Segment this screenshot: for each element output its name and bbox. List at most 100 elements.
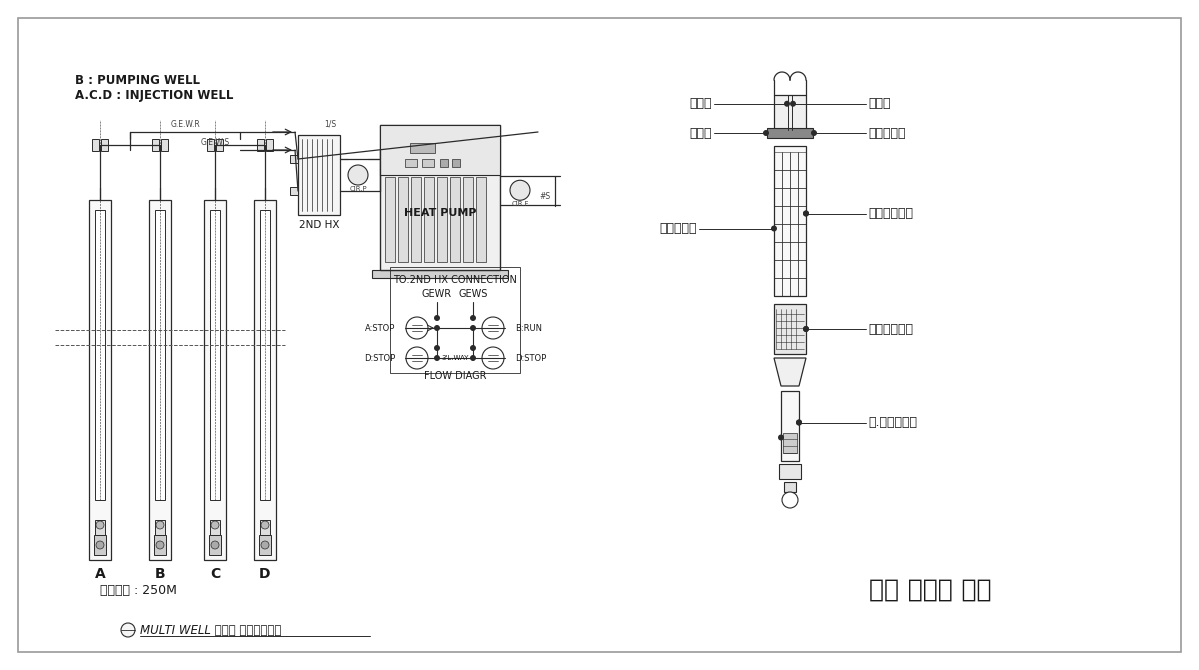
Text: 수중펌프모터: 수중펌프모터 <box>868 322 912 336</box>
Bar <box>152 139 159 151</box>
Bar <box>89 200 112 560</box>
Bar <box>799 260 806 278</box>
Bar <box>775 146 806 296</box>
Bar <box>775 278 782 296</box>
Circle shape <box>434 345 440 351</box>
Circle shape <box>434 315 440 321</box>
Text: 출수관: 출수관 <box>868 97 891 111</box>
Bar <box>260 210 270 500</box>
Bar <box>436 177 447 262</box>
Text: B:RUN: B:RUN <box>516 324 542 332</box>
Text: D:STOP: D:STOP <box>363 354 394 362</box>
Text: GEWR: GEWR <box>422 289 452 299</box>
Bar <box>775 260 782 278</box>
Bar <box>782 278 790 296</box>
Bar <box>260 520 270 535</box>
Polygon shape <box>775 358 806 386</box>
Circle shape <box>510 180 530 200</box>
Bar <box>204 200 225 560</box>
Bar <box>92 139 100 151</box>
Circle shape <box>121 623 135 637</box>
Text: 2ND HX: 2ND HX <box>299 220 339 230</box>
Bar <box>216 139 223 151</box>
Text: GEWS: GEWS <box>458 289 488 299</box>
Text: A.C.D : INJECTION WELL: A.C.D : INJECTION WELL <box>76 88 234 101</box>
Bar <box>254 200 276 560</box>
Bar <box>775 170 782 188</box>
Bar <box>259 535 271 555</box>
Bar <box>775 242 782 260</box>
Circle shape <box>763 130 769 136</box>
Circle shape <box>470 345 476 351</box>
Text: 출.환수겸용관: 출.환수겸용관 <box>868 416 917 429</box>
Bar <box>790 278 799 296</box>
Text: D:STOP: D:STOP <box>516 354 547 362</box>
Bar <box>779 464 801 479</box>
Bar <box>782 170 790 188</box>
Bar <box>784 482 796 492</box>
Bar <box>782 206 790 224</box>
Bar <box>155 210 165 500</box>
Bar <box>790 224 799 242</box>
Bar <box>411 177 421 262</box>
Bar <box>390 267 520 373</box>
Text: A:STOP: A:STOP <box>364 324 394 332</box>
Bar <box>775 206 782 224</box>
Circle shape <box>811 130 817 136</box>
Circle shape <box>470 325 476 331</box>
Circle shape <box>796 419 802 425</box>
Bar <box>790 188 799 206</box>
Bar <box>781 391 799 461</box>
Circle shape <box>406 317 428 339</box>
Bar <box>790 206 799 224</box>
Bar <box>266 139 273 151</box>
Bar <box>299 135 341 215</box>
Bar <box>380 125 500 175</box>
Text: MULTI WELL 연롱형 지중열교환기: MULTI WELL 연롱형 지중열교환기 <box>140 624 282 636</box>
Bar <box>790 260 799 278</box>
Text: G.E.W.R: G.E.W.R <box>170 119 200 129</box>
Bar <box>149 200 171 560</box>
Bar <box>799 224 806 242</box>
Text: 수중펌프헤드: 수중펌프헤드 <box>868 207 912 220</box>
Bar <box>790 170 799 188</box>
Circle shape <box>261 521 269 529</box>
Bar <box>775 95 806 130</box>
Bar <box>783 433 797 453</box>
Bar <box>155 520 165 535</box>
Bar <box>422 159 434 167</box>
Bar <box>799 242 806 260</box>
Circle shape <box>782 492 799 508</box>
Circle shape <box>211 541 219 549</box>
Bar <box>782 260 790 278</box>
Bar <box>210 520 219 535</box>
Bar <box>775 224 782 242</box>
Bar <box>372 270 508 278</box>
Circle shape <box>778 435 784 440</box>
Bar <box>782 188 790 206</box>
Bar <box>290 187 299 195</box>
Bar <box>799 188 806 206</box>
Bar <box>209 535 221 555</box>
Circle shape <box>261 541 269 549</box>
Bar <box>210 210 219 500</box>
Circle shape <box>482 317 504 339</box>
Bar <box>424 177 434 262</box>
Bar <box>385 177 394 262</box>
Circle shape <box>211 521 219 529</box>
Bar <box>94 535 106 555</box>
Text: CIR.P: CIR.P <box>349 186 367 192</box>
Bar <box>95 210 106 500</box>
Text: TO:2ND HX CONNECTION: TO:2ND HX CONNECTION <box>393 275 517 285</box>
Bar <box>463 177 472 262</box>
Circle shape <box>434 325 440 331</box>
Circle shape <box>156 541 164 549</box>
Bar <box>790 152 799 170</box>
Bar <box>207 139 213 151</box>
Bar <box>398 177 408 262</box>
Circle shape <box>470 355 476 361</box>
Bar <box>775 188 782 206</box>
Bar <box>452 159 460 167</box>
Text: #S: #S <box>540 192 550 201</box>
Circle shape <box>796 419 802 425</box>
